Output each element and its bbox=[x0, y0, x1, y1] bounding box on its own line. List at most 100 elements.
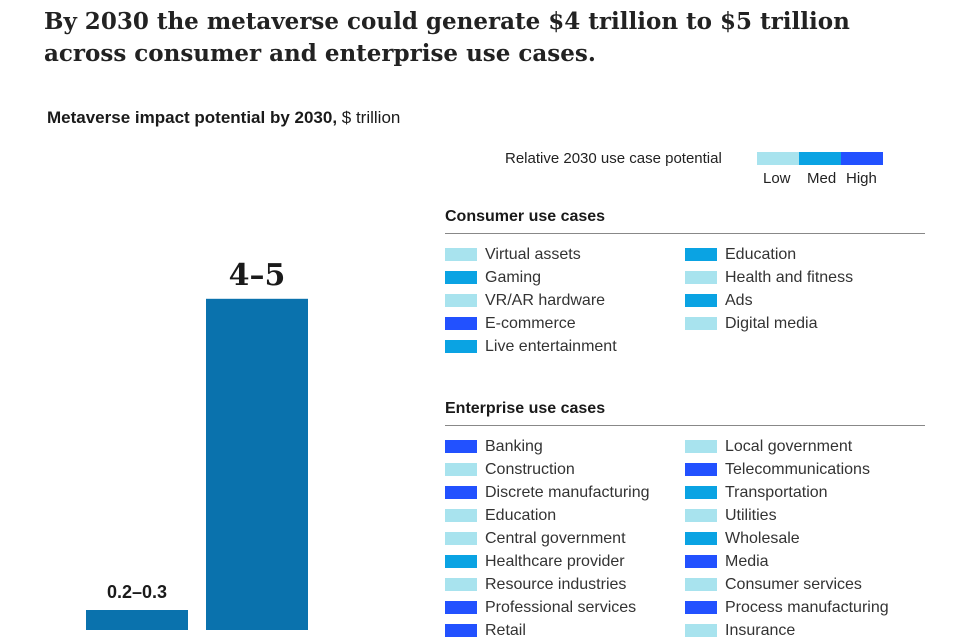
bar-value-label: 4–5 bbox=[229, 258, 286, 293]
enterprise-use-case-item-swatch bbox=[685, 532, 717, 545]
enterprise-use-case-item-swatch bbox=[445, 578, 477, 591]
enterprise-use-case-item-swatch bbox=[445, 463, 477, 476]
enterprise-use-case-item-label: Process manufacturing bbox=[725, 598, 889, 616]
enterprise-use-case-item: Resource industries bbox=[445, 573, 685, 596]
enterprise-use-case-item: Banking bbox=[445, 435, 685, 458]
enterprise-use-case-item-label: Professional services bbox=[485, 598, 637, 616]
bar bbox=[86, 610, 188, 630]
key-swatch-med bbox=[799, 152, 841, 165]
enterprise-use-case-item: Professional services bbox=[445, 596, 685, 619]
enterprise-use-case-item-label: Discrete manufacturing bbox=[485, 483, 650, 501]
enterprise-section: Enterprise use cases Banking Local govern… bbox=[445, 400, 925, 642]
consumer-use-case-item: Education bbox=[685, 243, 925, 266]
consumer-use-case-item-label: E-commerce bbox=[485, 314, 576, 332]
enterprise-use-case-item: Consumer services bbox=[685, 573, 925, 596]
consumer-use-case-item-swatch bbox=[445, 248, 477, 261]
consumer-use-case-item-swatch bbox=[685, 271, 717, 284]
consumer-use-case-item: Digital media bbox=[685, 312, 925, 335]
enterprise-use-case-item: Retail bbox=[445, 619, 685, 642]
enterprise-use-case-item: Discrete manufacturing bbox=[445, 481, 685, 504]
enterprise-use-case-item-label: Resource industries bbox=[485, 575, 627, 593]
enterprise-use-case-item: Local government bbox=[685, 435, 925, 458]
enterprise-use-case-item-swatch bbox=[685, 463, 717, 476]
enterprise-use-case-item: Transportation bbox=[685, 481, 925, 504]
consumer-use-case-item-label: Virtual assets bbox=[485, 245, 581, 263]
enterprise-use-case-item-label: Wholesale bbox=[725, 529, 800, 547]
enterprise-use-case-item: Education bbox=[445, 504, 685, 527]
consumer-section-title: Consumer use cases bbox=[445, 208, 925, 234]
consumer-use-case-item: E-commerce bbox=[445, 312, 685, 335]
consumer-use-case-item-label: VR/AR hardware bbox=[485, 291, 606, 309]
enterprise-use-case-item-swatch bbox=[445, 486, 477, 499]
consumer-use-case-item-label: Education bbox=[725, 245, 797, 263]
consumer-use-case-item: Health and fitness bbox=[685, 266, 925, 289]
enterprise-use-case-item-swatch bbox=[445, 509, 477, 522]
consumer-use-case-item-label: Live entertainment bbox=[485, 337, 617, 355]
enterprise-use-case-item-label: Banking bbox=[485, 437, 543, 455]
enterprise-use-case-item-swatch bbox=[445, 601, 477, 614]
enterprise-use-case-item-label: Consumer services bbox=[725, 575, 862, 593]
enterprise-section-title: Enterprise use cases bbox=[445, 400, 925, 426]
potential-key: Relative 2030 use case potential Low Med… bbox=[505, 150, 905, 190]
impact-bar-chart: 0.2–0.3 4–5 bbox=[86, 258, 308, 630]
bar bbox=[206, 298, 308, 630]
consumer-use-case-item-swatch bbox=[445, 294, 477, 307]
chart-title-main: Metaverse impact potential by 2030, bbox=[47, 108, 338, 127]
enterprise-use-case-item: Media bbox=[685, 550, 925, 573]
enterprise-use-case-item-label: Insurance bbox=[725, 621, 796, 639]
consumer-use-case-item: VR/AR hardware bbox=[445, 289, 685, 312]
consumer-use-case-item-label: Ads bbox=[725, 291, 753, 309]
enterprise-use-case-item-swatch bbox=[685, 601, 717, 614]
enterprise-use-case-item-swatch bbox=[445, 440, 477, 453]
consumer-use-case-item-label: Digital media bbox=[725, 314, 818, 332]
consumer-legend: Virtual assets Education Gaming Health and … bbox=[445, 243, 925, 358]
consumer-use-case-item-swatch bbox=[445, 317, 477, 330]
enterprise-use-case-item: Construction bbox=[445, 458, 685, 481]
potential-key-bar bbox=[757, 152, 883, 165]
consumer-use-case-item-swatch bbox=[685, 294, 717, 307]
bar-value-label: 0.2–0.3 bbox=[107, 582, 167, 602]
enterprise-use-case-item-label: Media bbox=[725, 552, 769, 570]
key-tick-low: Low bbox=[763, 170, 791, 187]
chart-title-unit: $ trillion bbox=[337, 108, 401, 127]
enterprise-use-case-item-label: Utilities bbox=[725, 506, 777, 524]
enterprise-use-case-item-label: Retail bbox=[485, 621, 526, 639]
enterprise-use-case-item: Insurance bbox=[685, 619, 925, 642]
enterprise-use-case-item-swatch bbox=[445, 555, 477, 568]
chart-title: Metaverse impact potential by 2030, $ tr… bbox=[47, 108, 400, 128]
enterprise-use-case-item: Wholesale bbox=[685, 527, 925, 550]
key-swatch-low bbox=[757, 152, 799, 165]
enterprise-use-case-item-label: Construction bbox=[485, 460, 575, 478]
enterprise-use-case-item-swatch bbox=[685, 555, 717, 568]
enterprise-use-case-item-swatch bbox=[685, 486, 717, 499]
consumer-use-case-item-swatch bbox=[685, 317, 717, 330]
enterprise-use-case-item-swatch bbox=[445, 624, 477, 637]
enterprise-use-case-item: Utilities bbox=[685, 504, 925, 527]
consumer-use-case-item: Ads bbox=[685, 289, 925, 312]
key-tick-med: Med bbox=[807, 170, 837, 187]
consumer-use-case-item: Gaming bbox=[445, 266, 685, 289]
consumer-use-case-item-swatch bbox=[445, 271, 477, 284]
potential-key-label: Relative 2030 use case potential bbox=[505, 150, 722, 167]
enterprise-use-case-item-swatch bbox=[685, 509, 717, 522]
consumer-use-case-item-label: Gaming bbox=[485, 268, 542, 286]
enterprise-use-case-item-swatch bbox=[685, 624, 717, 637]
enterprise-use-case-item: Process manufacturing bbox=[685, 596, 925, 619]
enterprise-use-case-item: Telecommunications bbox=[685, 458, 925, 481]
enterprise-use-case-item-label: Telecommunications bbox=[725, 460, 870, 478]
key-swatch-high bbox=[841, 152, 883, 165]
consumer-use-case-item: Virtual assets bbox=[445, 243, 685, 266]
enterprise-legend: Banking Local government Construction Telec… bbox=[445, 435, 925, 642]
enterprise-use-case-item-swatch bbox=[685, 440, 717, 453]
enterprise-use-case-item-label: Education bbox=[485, 506, 557, 524]
key-tick-high: High bbox=[846, 170, 877, 187]
consumer-use-case-item-swatch bbox=[445, 340, 477, 353]
enterprise-use-case-item-swatch bbox=[685, 578, 717, 591]
consumer-section: Consumer use cases Virtual assets Educati… bbox=[445, 208, 925, 358]
consumer-use-case-item: Live entertainment bbox=[445, 335, 685, 358]
enterprise-use-case-item-label: Local government bbox=[725, 437, 853, 455]
enterprise-use-case-item: Central government bbox=[445, 527, 685, 550]
consumer-use-case-item-label: Health and fitness bbox=[725, 268, 854, 286]
enterprise-use-case-item-label: Transportation bbox=[725, 483, 828, 501]
consumer-use-case-item-swatch bbox=[685, 248, 717, 261]
